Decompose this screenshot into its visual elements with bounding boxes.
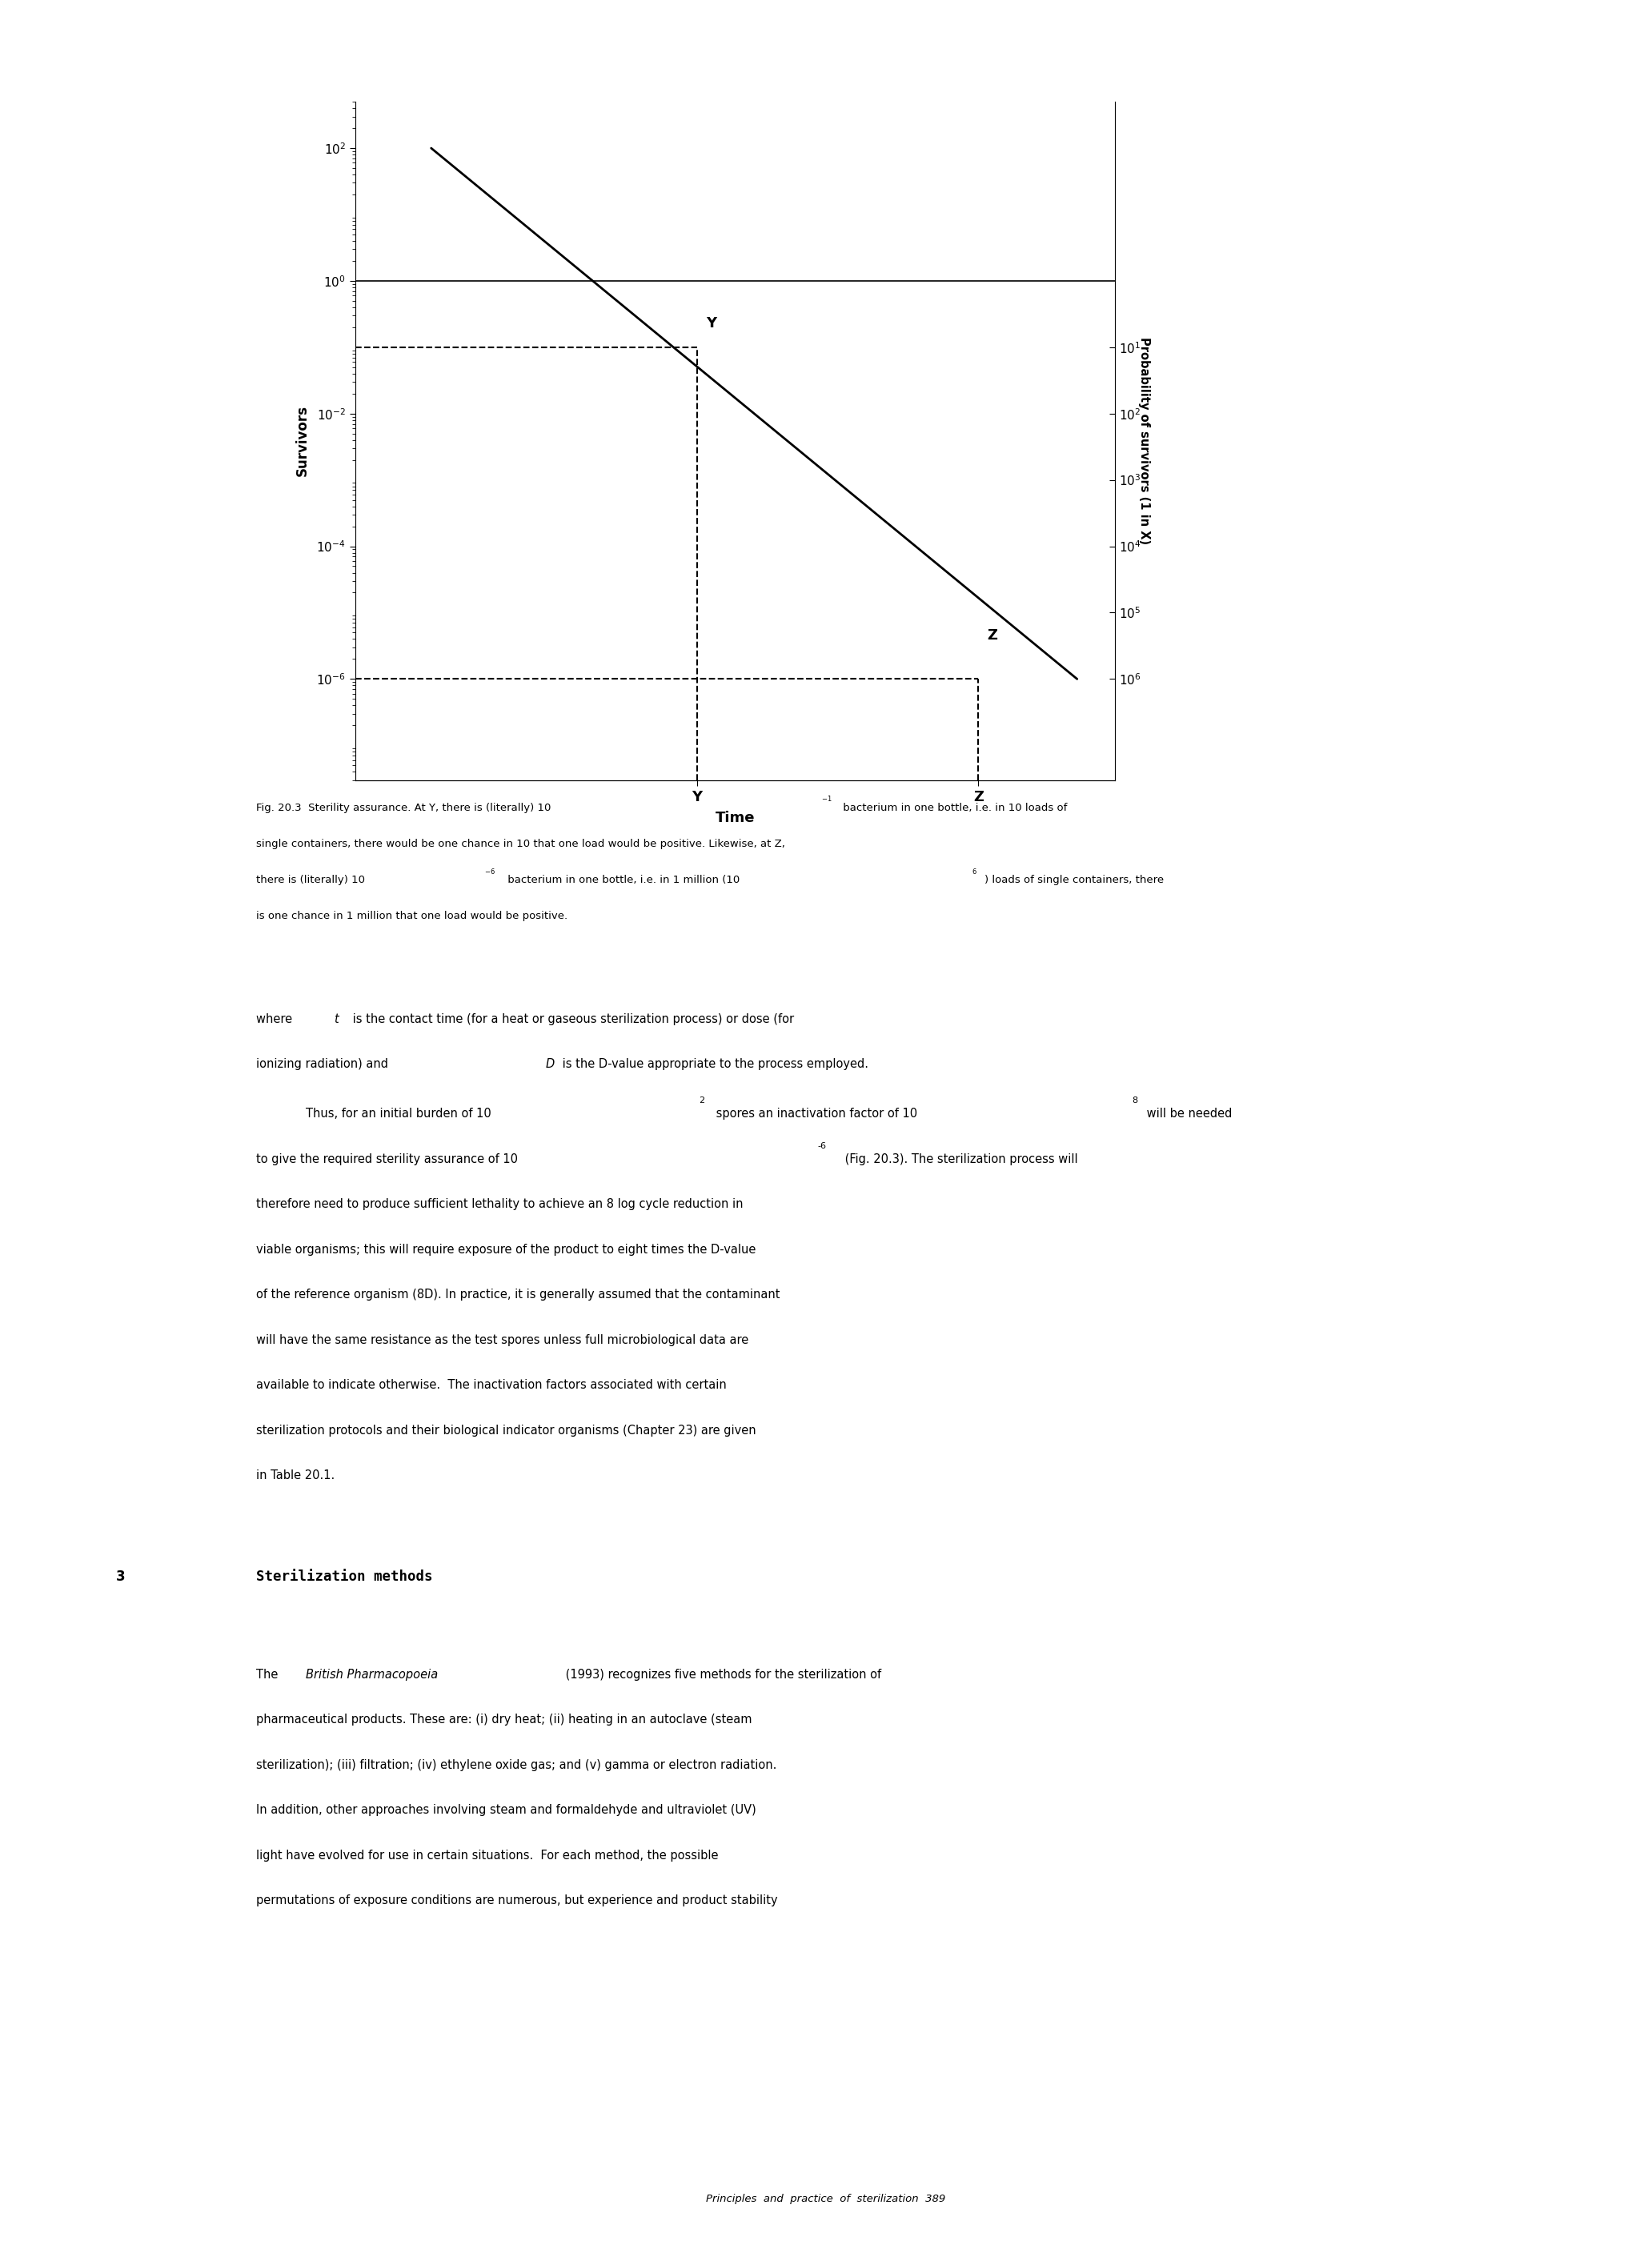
Text: to give the required sterility assurance of 10: to give the required sterility assurance…: [256, 1153, 517, 1164]
Text: Z: Z: [988, 629, 998, 642]
Text: Fig. 20.3  Sterility assurance. At Y, there is (literally) 10: Fig. 20.3 Sterility assurance. At Y, the…: [256, 803, 550, 814]
Text: (1993) recognizes five methods for the sterilization of: (1993) recognizes five methods for the s…: [562, 1669, 881, 1680]
Text: $^{-1}$: $^{-1}$: [821, 796, 833, 807]
Text: In addition, other approaches involving steam and formaldehyde and ultraviolet (: In addition, other approaches involving …: [256, 1804, 757, 1816]
Text: is the D-value appropriate to the process employed.: is the D-value appropriate to the proces…: [558, 1058, 869, 1069]
Y-axis label: Survivors: Survivors: [296, 405, 309, 477]
Text: will be needed: will be needed: [1143, 1108, 1232, 1119]
Text: Principles  and  practice  of  sterilization  389: Principles and practice of sterilization…: [707, 2193, 945, 2204]
Y-axis label: Probability of survivors (1 in X): Probability of survivors (1 in X): [1138, 337, 1150, 545]
Text: therefore need to produce sufficient lethality to achieve an 8 log cycle reducti: therefore need to produce sufficient let…: [256, 1198, 743, 1210]
Text: D: D: [545, 1058, 553, 1069]
Text: Sterilization methods: Sterilization methods: [256, 1569, 433, 1583]
Text: sterilization protocols and their biological indicator organisms (Chapter 23) ar: sterilization protocols and their biolog…: [256, 1424, 757, 1436]
Text: single containers, there would be one chance in 10 that one load would be positi: single containers, there would be one ch…: [256, 839, 785, 850]
Text: ionizing radiation) and: ionizing radiation) and: [256, 1058, 392, 1069]
Text: -6: -6: [818, 1142, 826, 1151]
Text: spores an inactivation factor of 10: spores an inactivation factor of 10: [712, 1108, 917, 1119]
Text: British Pharmacopoeia: British Pharmacopoeia: [306, 1669, 438, 1680]
Text: in Table 20.1.: in Table 20.1.: [256, 1470, 335, 1481]
Text: there is (literally) 10: there is (literally) 10: [256, 875, 365, 886]
Text: t: t: [334, 1013, 339, 1024]
Text: pharmaceutical products. These are: (i) dry heat; (ii) heating in an autoclave (: pharmaceutical products. These are: (i) …: [256, 1714, 752, 1725]
Text: ) loads of single containers, there: ) loads of single containers, there: [985, 875, 1165, 886]
Text: of the reference organism (8D). In practice, it is generally assumed that the co: of the reference organism (8D). In pract…: [256, 1289, 780, 1300]
Text: bacterium in one bottle, i.e. in 1 million (10: bacterium in one bottle, i.e. in 1 milli…: [504, 875, 740, 886]
Text: $^{-6}$: $^{-6}$: [484, 868, 496, 880]
Text: (Fig. 20.3). The sterilization process will: (Fig. 20.3). The sterilization process w…: [841, 1153, 1077, 1164]
Text: 8: 8: [1132, 1097, 1137, 1106]
Text: is the contact time (for a heat or gaseous sterilization process) or dose (for: is the contact time (for a heat or gaseo…: [349, 1013, 793, 1024]
Text: will have the same resistance as the test spores unless full microbiological dat: will have the same resistance as the tes…: [256, 1334, 748, 1345]
Text: $^{6}$: $^{6}$: [971, 868, 976, 880]
Text: Thus, for an initial burden of 10: Thus, for an initial burden of 10: [306, 1108, 491, 1119]
Text: permutations of exposure conditions are numerous, but experience and product sta: permutations of exposure conditions are …: [256, 1895, 778, 1906]
X-axis label: Time: Time: [715, 812, 755, 825]
Text: The: The: [256, 1669, 282, 1680]
Text: available to indicate otherwise.  The inactivation factors associated with certa: available to indicate otherwise. The ina…: [256, 1379, 727, 1391]
Text: light have evolved for use in certain situations.  For each method, the possible: light have evolved for use in certain si…: [256, 1849, 719, 1861]
Text: bacterium in one bottle, i.e. in 10 loads of: bacterium in one bottle, i.e. in 10 load…: [839, 803, 1067, 814]
Text: Y: Y: [707, 317, 717, 330]
Text: viable organisms; this will require exposure of the product to eight times the D: viable organisms; this will require expo…: [256, 1244, 757, 1255]
Text: 3: 3: [116, 1569, 126, 1583]
Text: where: where: [256, 1013, 296, 1024]
Text: 2: 2: [699, 1097, 704, 1106]
Text: sterilization); (iii) filtration; (iv) ethylene oxide gas; and (v) gamma or elec: sterilization); (iii) filtration; (iv) e…: [256, 1759, 776, 1770]
Text: is one chance in 1 million that one load would be positive.: is one chance in 1 million that one load…: [256, 911, 568, 922]
